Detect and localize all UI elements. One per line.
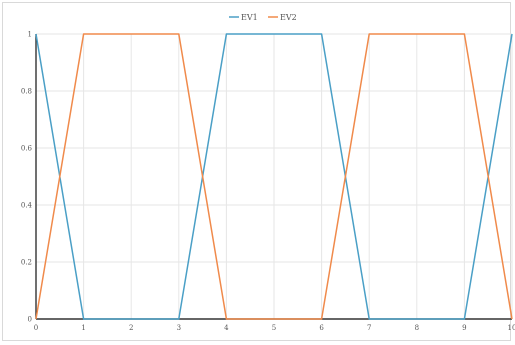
- legend-label-ev2: EV2: [280, 13, 297, 22]
- x-tick-label: 1: [81, 324, 85, 332]
- y-tick-label: 0.2: [21, 259, 32, 267]
- legend-label-ev1: EV1: [241, 13, 258, 22]
- series-lines: [35, 33, 513, 320]
- y-tick-label: 0.4: [21, 202, 33, 210]
- series-line-ev1: [35, 33, 513, 320]
- y-tick-label: 1: [28, 31, 32, 39]
- gridlines: [36, 33, 513, 319]
- x-tick-label: 6: [319, 324, 324, 332]
- x-tick-label: 7: [367, 324, 371, 332]
- y-tick-label: 0.6: [21, 145, 33, 153]
- x-tick-label: 3: [177, 324, 181, 332]
- series-line-ev2: [35, 33, 513, 320]
- tick-labels: 0 1 2 3 4 5 6 7 8 9 10 0 0.2 0.4 0.6 0.8 1: [21, 31, 515, 333]
- legend: EV1 EV2: [229, 13, 297, 22]
- x-tick-label: 8: [415, 324, 419, 332]
- x-tick-label: 10: [508, 324, 515, 332]
- y-tick-label: 0: [28, 316, 32, 324]
- y-tick-label: 0.8: [21, 88, 32, 96]
- chart-frame: [2, 2, 511, 341]
- x-tick-label: 9: [462, 324, 466, 332]
- x-tick-label: 0: [34, 324, 38, 332]
- x-tick-label: 4: [224, 324, 229, 332]
- x-tick-label: 2: [129, 324, 133, 332]
- x-tick-label: 5: [272, 324, 276, 332]
